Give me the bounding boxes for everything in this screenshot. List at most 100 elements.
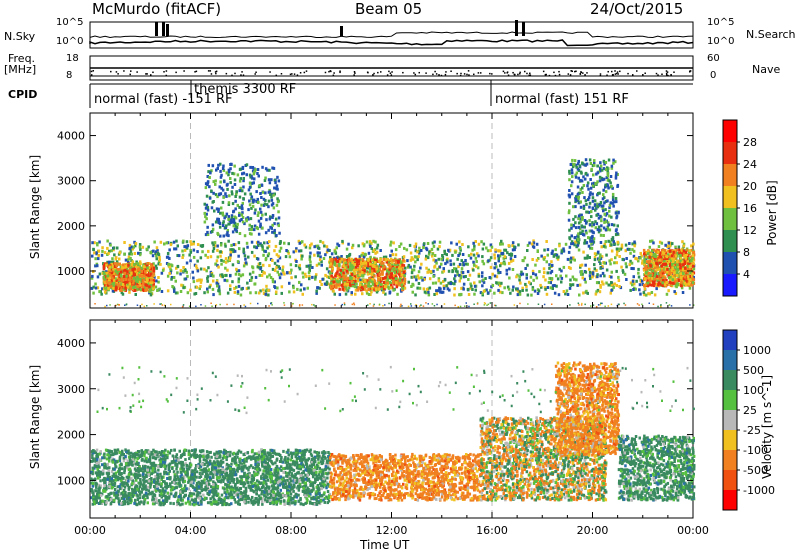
power-cell <box>608 203 612 207</box>
power-cell <box>604 183 607 187</box>
power-cell <box>308 246 312 250</box>
power-cell <box>159 262 162 266</box>
power-cell <box>350 272 354 276</box>
power-cell <box>472 253 476 257</box>
power-cell <box>275 184 279 188</box>
power-cell <box>470 252 473 256</box>
power-cell <box>387 285 390 289</box>
power-cell <box>130 252 133 256</box>
power-cell <box>349 275 352 279</box>
power-cell <box>156 289 159 292</box>
power-cell <box>691 264 695 268</box>
power-cell <box>498 284 502 288</box>
power-cell <box>225 273 228 277</box>
power-cell <box>499 262 503 266</box>
power-cell <box>496 268 500 272</box>
nave-dot <box>584 74 586 76</box>
power-cell <box>167 262 171 266</box>
power-cell <box>375 265 378 269</box>
power-cell <box>141 303 143 306</box>
power-cell <box>388 268 391 272</box>
power-cell <box>141 245 145 249</box>
power-cell <box>250 197 253 201</box>
power-cell <box>393 263 397 266</box>
power-cell <box>261 269 264 273</box>
power-cell <box>631 248 634 252</box>
power-cell <box>233 287 236 290</box>
power-cell <box>473 247 476 251</box>
power-cell <box>112 278 116 282</box>
power-cell <box>614 176 618 180</box>
power-cell <box>91 254 94 258</box>
power-cell <box>314 275 317 279</box>
power-cell <box>213 244 217 248</box>
power-cell <box>460 259 463 263</box>
power-cell <box>369 259 372 263</box>
power-cell <box>172 276 176 279</box>
power-cell <box>179 269 183 273</box>
power-cell <box>229 255 232 259</box>
nave-dot <box>673 71 675 73</box>
power-cell <box>601 178 604 182</box>
power-cell <box>204 186 208 190</box>
power-cell <box>474 240 477 243</box>
power-cell <box>373 269 376 273</box>
power-cell <box>177 254 181 258</box>
power-cell <box>610 270 613 274</box>
power-cell <box>294 264 298 268</box>
power-cell <box>484 302 487 305</box>
power-cell <box>292 250 295 254</box>
power-cell <box>679 272 682 276</box>
power-cell <box>613 200 616 204</box>
power-cell <box>158 258 161 262</box>
power-cell <box>589 246 592 250</box>
power-cell <box>218 193 221 197</box>
power-cell <box>630 261 634 265</box>
power-cell <box>128 271 132 275</box>
power-cell <box>219 180 222 184</box>
power-cell <box>347 268 350 272</box>
power-cell <box>406 259 409 263</box>
power-cell <box>382 255 386 259</box>
power-cell <box>671 266 674 270</box>
power-cell <box>575 171 579 175</box>
power-cell <box>461 271 465 274</box>
nave-dot <box>280 73 283 75</box>
power-cell <box>581 191 584 194</box>
power-cell <box>232 243 236 247</box>
power-cell <box>652 303 655 305</box>
power-cell <box>216 195 219 199</box>
power-cell <box>487 259 490 263</box>
power-cell <box>261 226 264 230</box>
power-cell <box>393 270 397 274</box>
nave-dot <box>665 73 668 76</box>
power-cell <box>109 304 111 306</box>
power-cell <box>454 250 457 254</box>
nave-dot <box>575 70 577 73</box>
power-cell <box>581 272 584 276</box>
power-cell <box>502 261 505 265</box>
power-cell <box>180 283 183 287</box>
power-cell <box>403 246 406 250</box>
power-cell <box>497 288 500 292</box>
nave-dot <box>615 72 618 75</box>
power-cell <box>254 208 257 212</box>
power-cell <box>235 193 238 196</box>
power-cell <box>192 248 196 252</box>
nave-dot <box>479 72 482 74</box>
power-cell <box>139 283 143 287</box>
power-cell <box>610 281 613 285</box>
nave-dot <box>665 72 668 75</box>
power-cell <box>341 239 344 243</box>
power-cell <box>212 293 215 297</box>
power-cell <box>189 259 192 263</box>
power-cell <box>126 283 129 287</box>
power-cell <box>333 292 336 296</box>
power-cell <box>474 288 477 292</box>
power-cell <box>118 276 121 280</box>
power-cell <box>581 302 583 305</box>
power-cell <box>583 256 587 260</box>
power-cell <box>645 260 649 264</box>
power-cell <box>596 273 599 277</box>
power-cell <box>600 224 603 228</box>
